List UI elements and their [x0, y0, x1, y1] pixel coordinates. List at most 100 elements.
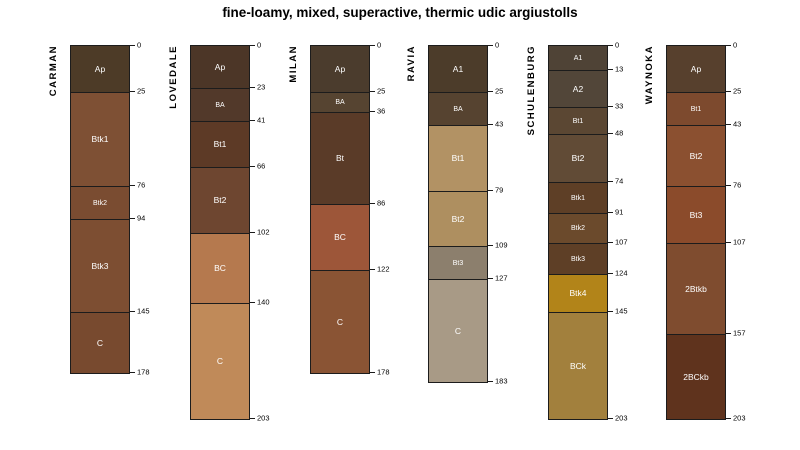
horizon-label: C — [216, 356, 224, 367]
horizon-milan-c: C — [311, 270, 369, 373]
horizon-schulenburg-bt2: Bt2 — [549, 134, 607, 182]
profile-id-milan: MILAN — [288, 45, 299, 83]
depth-tick-label: 43 — [733, 119, 742, 129]
horizon-label: BCk — [569, 360, 587, 371]
depth-tick-label: 107 — [733, 237, 746, 247]
depth-tick-label: 76 — [733, 180, 742, 190]
horizon-waynoka-2btkb: 2Btkb — [667, 243, 725, 334]
depth-tick — [250, 232, 255, 233]
horizon-carman-ap: Ap — [71, 46, 129, 92]
depth-tick-label: 0 — [377, 40, 382, 50]
depth-tick-label: 43 — [495, 119, 504, 129]
depth-tick — [608, 45, 613, 46]
depth-tick-label: 23 — [257, 82, 266, 92]
depth-tick — [250, 418, 255, 419]
depth-tick-label: 25 — [137, 86, 146, 96]
depth-tick-label: 157 — [733, 328, 746, 338]
horizon-waynoka-bt2: Bt2 — [667, 125, 725, 186]
depth-tick — [608, 311, 613, 312]
depth-tick — [250, 45, 255, 46]
depth-tick-label: 33 — [615, 101, 624, 111]
depth-tick — [488, 278, 493, 279]
depth-tick — [608, 212, 613, 213]
depth-tick — [608, 242, 613, 243]
depth-tick — [726, 124, 731, 125]
horizon-label: Ap — [94, 63, 106, 74]
depth-tick — [130, 311, 135, 312]
horizon-label: Bt1 — [572, 117, 584, 125]
horizon-carman-btk1: Btk1 — [71, 92, 129, 186]
depth-tick — [608, 418, 613, 419]
depth-tick — [608, 69, 613, 70]
horizon-milan-bt: Bt — [311, 112, 369, 204]
horizon-waynoka-2bckb: 2BCkb — [667, 334, 725, 419]
depth-tick-label: 41 — [257, 115, 266, 125]
depth-tick-label: 48 — [615, 128, 624, 138]
depth-tick-label: 76 — [137, 180, 146, 190]
horizon-label: Bt1 — [213, 139, 227, 150]
horizon-milan-ap: Ap — [311, 46, 369, 92]
profile-column-carman: Ap Btk1 Btk2 Btk3 C — [70, 45, 130, 374]
horizon-label: Bt3 — [689, 209, 703, 220]
depth-tick — [608, 106, 613, 107]
horizon-label: Bt2 — [213, 195, 227, 206]
depth-tick-label: 0 — [495, 40, 500, 50]
depth-tick-label: 0 — [137, 40, 142, 50]
horizon-schulenburg-btk1: Btk1 — [549, 182, 607, 213]
depth-tick — [130, 372, 135, 373]
horizon-label: Bt2 — [571, 153, 585, 164]
profile-id-schulenburg: SCHULENBURG — [526, 45, 537, 136]
depth-tick-label: 0 — [733, 40, 738, 50]
horizon-label: Bt1 — [451, 153, 465, 164]
horizon-label: C — [454, 325, 462, 336]
depth-tick-label: 36 — [377, 106, 386, 116]
depth-tick — [370, 203, 375, 204]
horizon-label: Bt1 — [690, 105, 702, 113]
horizon-waynoka-bt3: Bt3 — [667, 186, 725, 243]
depth-tick — [370, 45, 375, 46]
depth-tick — [608, 133, 613, 134]
depth-tick-label: 140 — [257, 297, 270, 307]
depth-tick-label: 203 — [257, 413, 270, 423]
horizon-ravia-bt2: Bt2 — [429, 191, 487, 246]
horizon-label: Btk3 — [91, 260, 109, 271]
depth-tick — [488, 91, 493, 92]
horizon-label: Btk1 — [570, 194, 585, 202]
depth-tick-label: 145 — [137, 306, 150, 316]
depth-tick-label: 127 — [495, 273, 508, 283]
depth-tick — [130, 185, 135, 186]
depth-tick — [370, 111, 375, 112]
depth-tick — [250, 302, 255, 303]
horizon-schulenburg-a2: A2 — [549, 70, 607, 107]
horizon-label: C — [336, 316, 344, 327]
horizon-label: Btk2 — [570, 225, 585, 232]
depth-tick — [488, 190, 493, 191]
depth-tick-label: 25 — [733, 86, 742, 96]
horizon-label: Ap — [334, 63, 346, 74]
horizon-label: Ap — [690, 63, 702, 74]
depth-tick — [488, 245, 493, 246]
horizon-ravia-bt3: Bt3 — [429, 246, 487, 279]
horizon-label: Btk1 — [91, 134, 109, 145]
horizon-label: 2Btkb — [685, 283, 707, 294]
horizon-waynoka-ap: Ap — [667, 46, 725, 92]
profile-id-waynoka: WAYNOKA — [644, 45, 655, 105]
depth-tick-label: 0 — [257, 40, 262, 50]
horizon-ravia-a1: A1 — [429, 46, 487, 92]
horizon-label: A2 — [572, 83, 584, 94]
horizon-milan-ba: BA — [311, 92, 369, 112]
horizon-schulenburg-bck: BCk — [549, 312, 607, 419]
depth-tick-label: 94 — [137, 213, 146, 223]
horizon-label: Bt2 — [689, 150, 703, 161]
depth-tick — [726, 418, 731, 419]
depth-tick-label: 107 — [615, 237, 628, 247]
horizon-carman-c: C — [71, 312, 129, 373]
depth-tick-label: 203 — [733, 413, 746, 423]
depth-tick-label: 74 — [615, 176, 624, 186]
depth-tick — [726, 185, 731, 186]
horizon-label: BA — [453, 105, 463, 113]
horizon-lovedale-ba: BA — [191, 88, 249, 121]
horizon-label: Btk2 — [92, 199, 107, 207]
horizon-ravia-bt1: Bt1 — [429, 125, 487, 191]
